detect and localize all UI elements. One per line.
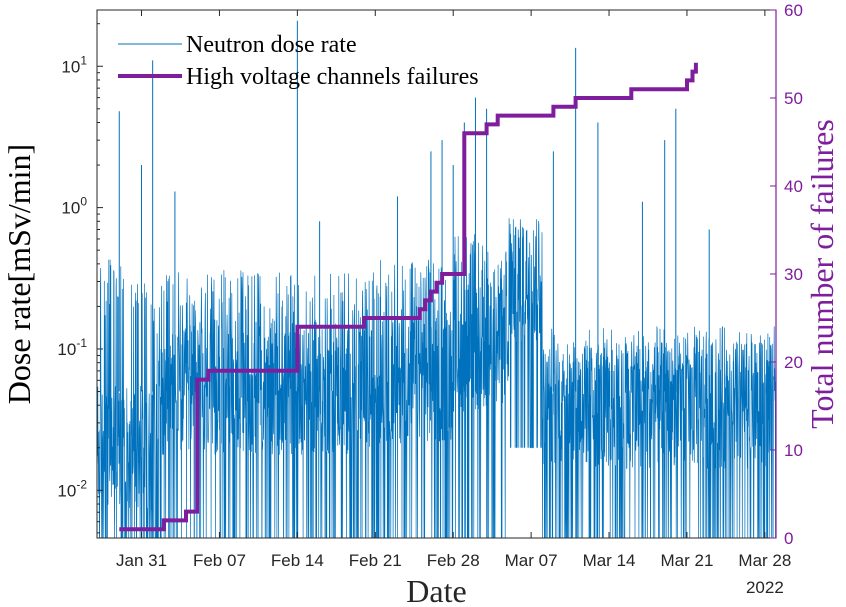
- left-tick-label: 10-2: [57, 477, 87, 500]
- left-tick-exponent: 1: [80, 53, 87, 67]
- left-axis-title: Dose rate[mSv/min]: [1, 144, 37, 404]
- x-tick-label: Feb 07: [193, 551, 246, 570]
- neutron-dose-series: [96, 20, 777, 539]
- left-tick-label: 101: [61, 53, 87, 76]
- x-tick-label: Mar 14: [583, 551, 636, 570]
- right-tick-label: 20: [784, 353, 803, 372]
- left-tick-base: 10: [61, 199, 80, 218]
- x-tick-label: Mar 21: [660, 551, 713, 570]
- x-tick-label: Mar 28: [738, 551, 791, 570]
- x-axis-title: Date: [406, 573, 466, 607]
- legend-label-failures: High voltage channels failures: [186, 64, 479, 90]
- right-axis-ticks: 0 10 20 30 40 50 60: [770, 1, 803, 548]
- x-axis-year: 2022: [746, 578, 784, 597]
- right-tick-label: 50: [784, 89, 803, 108]
- dose-rate-line: [96, 218, 777, 539]
- x-tick-label: Jan 31: [116, 551, 167, 570]
- left-tick-base: 10: [57, 340, 76, 359]
- legend: Neutron dose rate High voltage channels …: [118, 32, 479, 90]
- x-tick-label: Feb 14: [271, 551, 324, 570]
- right-tick-label: 10: [784, 441, 803, 460]
- left-tick-exponent: -1: [76, 336, 87, 350]
- left-tick-exponent: -2: [76, 477, 87, 491]
- x-tick-label: Feb 28: [427, 551, 480, 570]
- right-tick-label: 40: [784, 177, 803, 196]
- failures-series: [119, 62, 698, 532]
- left-tick-exponent: 0: [80, 195, 87, 209]
- left-tick-base: 10: [57, 481, 76, 500]
- left-tick-label: 100: [61, 195, 87, 218]
- failures-step-line: [119, 62, 698, 532]
- right-tick-label: 30: [784, 265, 803, 284]
- x-axis-ticks: Jan 31 Feb 07 Feb 14 Feb 21 Feb 28 Mar 07 Mar …: [116, 10, 791, 570]
- right-axis-title: Total number of failures: [804, 119, 840, 429]
- legend-label-dose: Neutron dose rate: [186, 32, 357, 58]
- left-tick-label: 10-1: [57, 336, 87, 359]
- right-tick-label: 60: [784, 1, 803, 20]
- right-tick-label: 0: [784, 529, 793, 548]
- left-tick-base: 10: [61, 57, 80, 76]
- x-tick-label: Mar 07: [505, 551, 558, 570]
- x-tick-label: Feb 21: [349, 551, 402, 570]
